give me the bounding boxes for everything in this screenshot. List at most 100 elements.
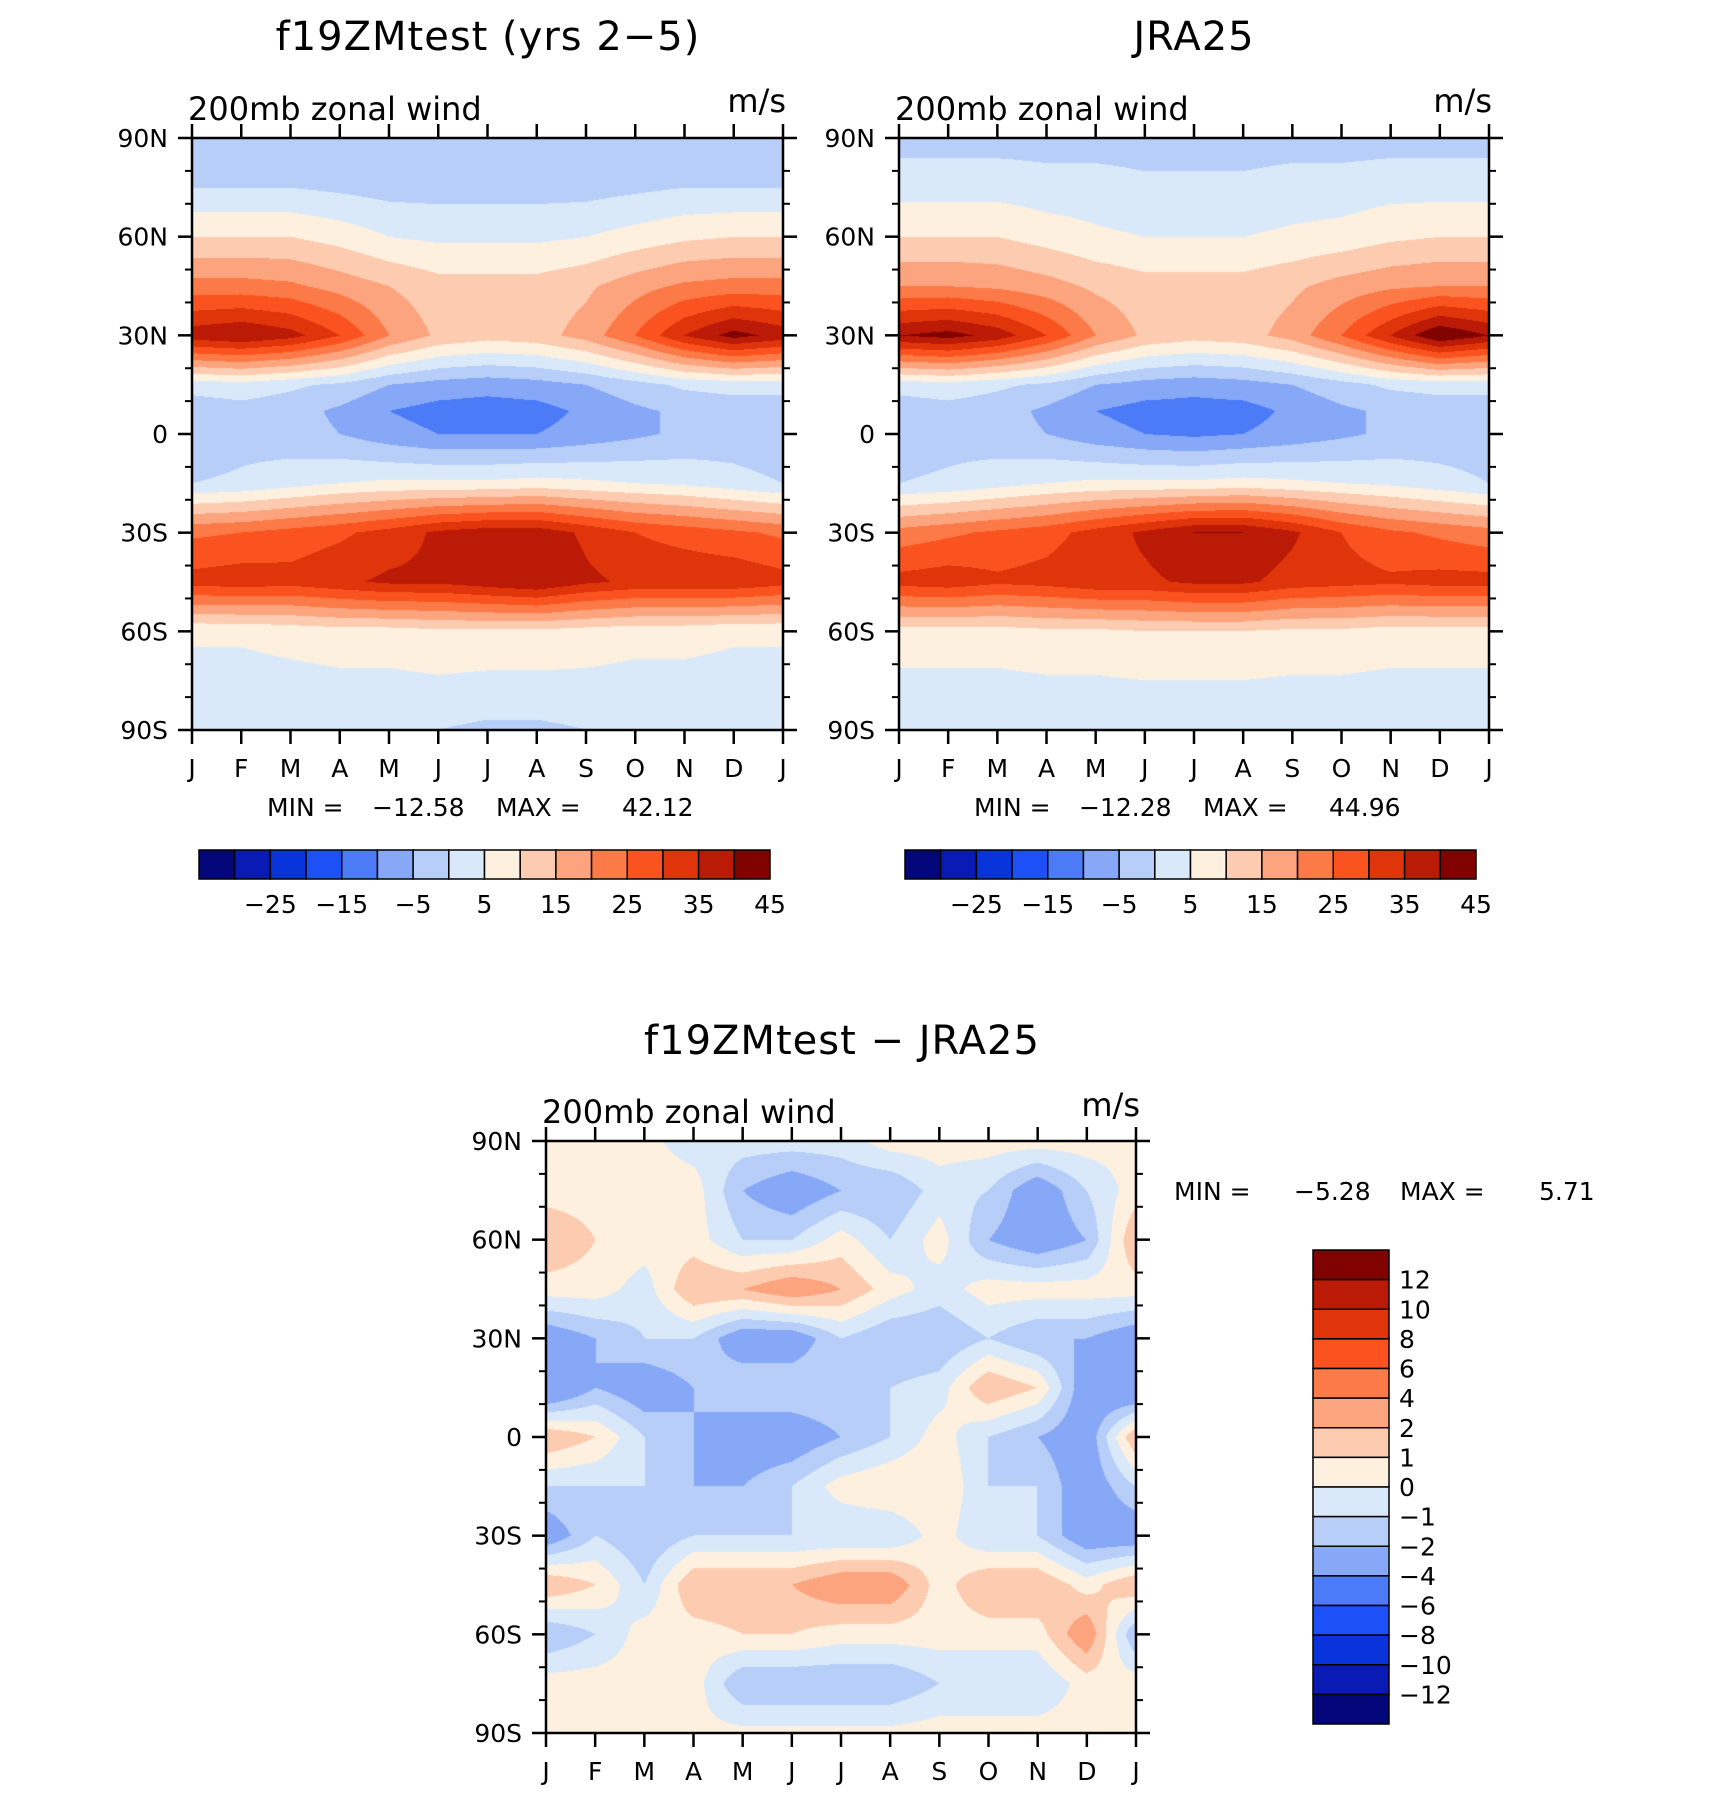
colorbar-label: 4 bbox=[1399, 1384, 1415, 1413]
colorbar-swatch bbox=[1118, 849, 1156, 880]
y-tick-labels: 90N 60N 30N 0 30S 60S 90S bbox=[824, 124, 875, 745]
y-tick-label: 30N bbox=[117, 321, 168, 350]
panel-title: f19ZMtest (yrs 2−5) bbox=[276, 14, 701, 60]
colorbar-label: 5 bbox=[477, 890, 493, 919]
colorbar-label: −6 bbox=[1399, 1592, 1436, 1621]
y-tick-label: 90S bbox=[827, 716, 875, 745]
colorbar-label: −25 bbox=[950, 890, 1003, 919]
x-tick-label: N bbox=[675, 754, 694, 783]
colorbar-label: 10 bbox=[1399, 1295, 1431, 1324]
x-tick-label: S bbox=[578, 754, 594, 783]
colorbar-swatch bbox=[1261, 849, 1299, 880]
x-tick-label: N bbox=[1381, 754, 1400, 783]
x-tick-label: A bbox=[1038, 754, 1055, 783]
y-tick-label: 30S bbox=[827, 519, 875, 548]
colorbar-swatch bbox=[626, 849, 664, 880]
colorbar-swatch bbox=[1312, 1427, 1390, 1459]
colorbar-label: 25 bbox=[611, 890, 643, 919]
y-tick-label: 60N bbox=[117, 223, 168, 252]
colorbar-swatch bbox=[305, 849, 343, 880]
heatmap-field bbox=[899, 138, 1489, 730]
max-label: MAX = bbox=[1203, 793, 1288, 822]
x-tick-label: S bbox=[931, 1757, 947, 1786]
colorbar-label: 35 bbox=[683, 890, 715, 919]
x-tick-label: J bbox=[777, 754, 786, 783]
contour-fill bbox=[546, 1141, 1136, 1733]
x-tick-label: A bbox=[528, 754, 545, 783]
x-tick-label: F bbox=[234, 754, 248, 783]
x-tick-label: A bbox=[331, 754, 348, 783]
y-tick-label: 30S bbox=[120, 519, 168, 548]
y-tick-label: 90S bbox=[120, 716, 168, 745]
panel-title: JRA25 bbox=[1130, 14, 1254, 60]
x-tick-label: J bbox=[835, 1757, 844, 1786]
colorbar-label: −1 bbox=[1399, 1503, 1436, 1532]
x-tick-label: A bbox=[685, 1757, 702, 1786]
x-tick-label: O bbox=[979, 1757, 999, 1786]
max-label: MAX = bbox=[1400, 1177, 1485, 1206]
colorbar-swatch bbox=[1368, 849, 1406, 880]
units-label: m/s bbox=[727, 82, 786, 120]
colorbar-swatch bbox=[1225, 849, 1263, 880]
colorbar-swatch bbox=[904, 849, 942, 880]
colorbar-swatch bbox=[1011, 849, 1049, 880]
x-tick-label: J bbox=[1130, 1757, 1139, 1786]
y-tick-label: 30N bbox=[824, 321, 875, 350]
colorbar-label: −25 bbox=[244, 890, 297, 919]
colorbar-swatch bbox=[1154, 849, 1192, 880]
colorbar-label: 45 bbox=[754, 890, 786, 919]
colorbar-label: 8 bbox=[1399, 1325, 1415, 1354]
x-tick-label: M bbox=[280, 754, 302, 783]
units-label: m/s bbox=[1433, 82, 1492, 120]
colorbar-swatch bbox=[939, 849, 978, 880]
colorbar-label: 45 bbox=[1460, 890, 1492, 919]
colorbar: −25 −15 −5 5 15 25 35 45 bbox=[198, 849, 786, 919]
colorbar-label: −10 bbox=[1399, 1651, 1452, 1680]
x-tick-label: A bbox=[1235, 754, 1252, 783]
heatmap-field bbox=[192, 138, 783, 730]
x-tick-label: F bbox=[588, 1757, 602, 1786]
x-tick-label: N bbox=[1028, 1757, 1047, 1786]
x-tick-label: D bbox=[1430, 754, 1449, 783]
panel-difference: f19ZMtest − JRA25 200mb zonal wind m/s 9… bbox=[471, 1018, 1594, 1786]
contour-fill bbox=[192, 138, 783, 730]
x-tick-label: J bbox=[893, 754, 902, 783]
colorbar-label: 2 bbox=[1399, 1414, 1415, 1443]
colorbar-swatch bbox=[1312, 1367, 1390, 1399]
colorbar-swatch bbox=[1312, 1634, 1390, 1666]
colorbar-label: 0 bbox=[1399, 1473, 1415, 1502]
variable-label: 200mb zonal wind bbox=[542, 1093, 836, 1131]
y-tick-label: 90N bbox=[824, 124, 875, 153]
x-tick-label: M bbox=[987, 754, 1009, 783]
x-tick-label: J bbox=[1139, 754, 1148, 783]
min-max-stats: MIN = −12.28 MAX = 44.96 bbox=[974, 793, 1401, 822]
y-tick-label: 0 bbox=[152, 420, 168, 449]
colorbar-label: −5 bbox=[1101, 890, 1138, 919]
y-tick-labels: 90N 60N 30N 0 30S 60S 90S bbox=[471, 1127, 522, 1748]
y-tick-label: 60S bbox=[474, 1620, 522, 1649]
colorbar-swatch bbox=[448, 849, 486, 880]
colorbar-label: 1 bbox=[1399, 1443, 1415, 1472]
variable-label: 200mb zonal wind bbox=[188, 90, 482, 128]
x-tick-label: O bbox=[625, 754, 645, 783]
x-tick-label: M bbox=[732, 1757, 754, 1786]
y-tick-label: 60S bbox=[827, 617, 875, 646]
units-label: m/s bbox=[1081, 1086, 1140, 1124]
colorbar-swatch bbox=[555, 849, 593, 880]
colorbar-label: −12 bbox=[1399, 1680, 1452, 1709]
y-tick-label: 30N bbox=[471, 1324, 522, 1353]
colorbar-swatch bbox=[1312, 1486, 1390, 1518]
max-value: 44.96 bbox=[1329, 793, 1401, 822]
x-tick-label: J bbox=[1483, 754, 1492, 783]
colorbar-swatch bbox=[519, 849, 557, 880]
colorbar-label: −5 bbox=[395, 890, 432, 919]
colorbar-swatch bbox=[1312, 1278, 1390, 1310]
colorbar-swatch bbox=[1312, 1308, 1390, 1340]
colorbar-swatch bbox=[1189, 849, 1227, 880]
y-tick-label: 60N bbox=[824, 223, 875, 252]
colorbar-swatch bbox=[1312, 1249, 1390, 1281]
colorbar-swatch bbox=[341, 849, 379, 880]
